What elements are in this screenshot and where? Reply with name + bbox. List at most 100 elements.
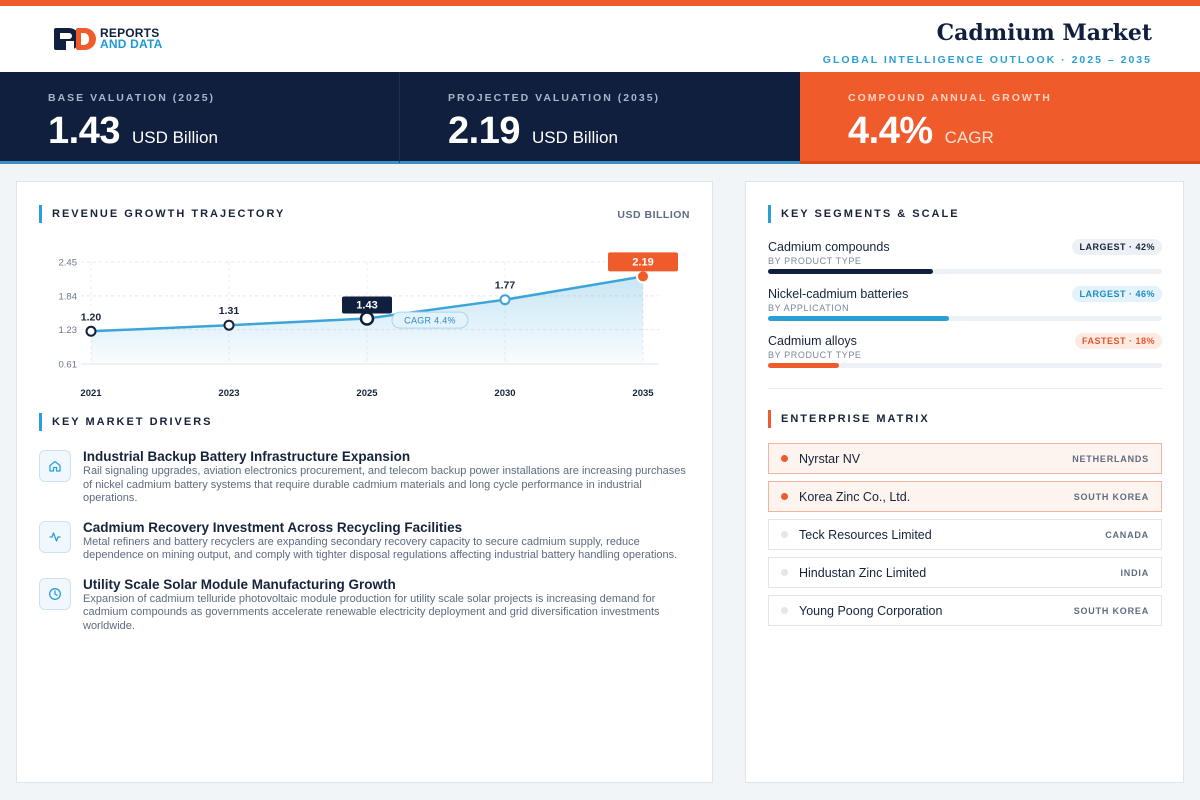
y-tick-label: 0.61	[59, 360, 78, 371]
driver-text: Metal refiners and battery recyclers are…	[83, 535, 678, 562]
kpi-unit: USD Billion	[131, 128, 218, 147]
revenue-card: REVENUE GROWTH TRAJECTORY USD BILLION 2.…	[16, 181, 713, 783]
segment-track	[768, 316, 1162, 321]
x-tick-label: 2021	[80, 388, 102, 399]
segment-category: BY APPLICATION	[768, 303, 850, 313]
drivers-section-title: KEY MARKET DRIVERS	[39, 413, 212, 431]
page-subtitle: GLOBAL INTELLIGENCE OUTLOOK · 2025 – 203…	[822, 54, 1152, 66]
company-country: CANADA	[1105, 529, 1149, 540]
kpi-strip: BASE VALUATION (2025) 1.43 USD Billion P…	[0, 72, 1200, 164]
status-dot-icon	[781, 455, 788, 462]
driver-item: Utility Scale Solar Module Manufacturing…	[39, 576, 694, 634]
cagr-annotation-label: CAGR 4.4%	[404, 316, 456, 326]
segment-category: BY PRODUCT TYPE	[768, 350, 862, 360]
y-tick-label: 1.84	[59, 291, 78, 302]
kpi-label: BASE VALUATION (2025)	[48, 92, 216, 104]
logo-text: REPORTS AND DATA	[100, 26, 163, 51]
page-title: Cadmium Market	[936, 20, 1152, 46]
status-dot-icon	[781, 607, 788, 614]
x-tick-label: 2030	[494, 388, 515, 399]
company-name: Young Poong Corporation	[799, 603, 943, 618]
segment-name: Nickel-cadmium batteries	[768, 287, 909, 301]
section-accent	[39, 413, 42, 431]
value-label-badge	[342, 296, 392, 314]
company-row[interactable]: Hindustan Zinc Limited INDIA	[768, 557, 1162, 588]
x-tick-label: 2025	[356, 388, 378, 399]
enterprise-matrix: Nyrstar NV NETHERLANDS Korea Zinc Co., L…	[768, 443, 1162, 633]
kpi-value: 4.4%	[848, 110, 933, 152]
status-dot-icon	[781, 531, 788, 538]
company-country: NETHERLANDS	[1072, 453, 1149, 464]
segment-item: Nickel-cadmium batteries BY APPLICATION …	[768, 286, 1162, 334]
home-icon	[39, 450, 71, 482]
kpi-label: PROJECTED VALUATION (2035)	[448, 92, 661, 104]
logo-mark-icon	[54, 28, 98, 50]
company-country: SOUTH KOREA	[1073, 491, 1149, 502]
activity-icon	[39, 520, 71, 553]
section-accent	[39, 205, 42, 223]
data-point	[636, 269, 650, 284]
driver-title: Cadmium Recovery Investment Across Recyc…	[83, 519, 463, 535]
header: REPORTS AND DATA Cadmium Market GLOBAL I…	[0, 6, 1200, 72]
company-name: Hindustan Zinc Limited	[799, 565, 927, 580]
section-title-text: KEY MARKET DRIVERS	[52, 416, 213, 428]
section-divider	[768, 388, 1162, 389]
segment-item: Cadmium compounds BY PRODUCT TYPE LARGES…	[768, 239, 1162, 287]
matrix-section-title: ENTERPRISE MATRIX	[768, 410, 930, 428]
segment-share-bar	[768, 363, 839, 368]
driver-title: Utility Scale Solar Module Manufacturing…	[83, 576, 396, 592]
company-row[interactable]: Young Poong Corporation SOUTH KOREA	[768, 595, 1162, 626]
section-accent	[768, 410, 771, 428]
segment-track	[768, 269, 1162, 274]
kpi-value: 1.43	[48, 110, 120, 152]
kpi-unit: CAGR	[944, 128, 994, 147]
value-label: 1.77	[495, 280, 516, 292]
segment-badge: LARGEST · 42%	[1072, 239, 1162, 255]
segment-track	[768, 363, 1162, 368]
logo-line-1: REPORTS	[100, 26, 160, 40]
segments-card: KEY SEGMENTS & SCALE Cadmium compounds B…	[745, 181, 1184, 783]
cagr-annotation-pill	[391, 311, 469, 329]
status-dot-icon	[781, 493, 788, 500]
chart-section-title: REVENUE GROWTH TRAJECTORY	[39, 205, 285, 223]
segments-section-title: KEY SEGMENTS & SCALE	[768, 205, 960, 223]
value-label: 1.43	[356, 300, 377, 312]
company-row[interactable]: Teck Resources Limited CANADA	[768, 519, 1162, 550]
segment-share-bar	[768, 269, 934, 274]
value-label-badge	[608, 252, 678, 272]
segment-badge: FASTEST · 18%	[1074, 333, 1162, 349]
drivers-list: Industrial Backup Battery Infrastructure…	[39, 448, 694, 646]
segments-list: Cadmium compounds BY PRODUCT TYPE LARGES…	[768, 239, 1162, 381]
driver-item: Industrial Backup Battery Infrastructure…	[39, 448, 694, 506]
brand-logo[interactable]: REPORTS AND DATA	[54, 26, 163, 51]
segment-name: Cadmium compounds	[768, 240, 890, 254]
segment-name: Cadmium alloys	[768, 334, 857, 348]
driver-item: Cadmium Recovery Investment Across Recyc…	[39, 519, 694, 563]
value-label: 2.19	[632, 256, 653, 268]
data-point	[499, 294, 511, 306]
data-point	[359, 311, 375, 326]
kpi-unit: USD Billion	[531, 128, 618, 147]
company-name: Korea Zinc Co., Ltd.	[799, 489, 911, 504]
y-tick-label: 2.45	[59, 258, 78, 269]
value-label: 1.31	[219, 305, 240, 317]
data-point	[85, 325, 97, 337]
logo-line-2: AND DATA	[100, 37, 163, 51]
data-point	[223, 319, 235, 331]
segment-category: BY PRODUCT TYPE	[768, 256, 862, 266]
company-row[interactable]: Nyrstar NV NETHERLANDS	[768, 443, 1162, 474]
driver-title: Industrial Backup Battery Infrastructure…	[83, 449, 411, 464]
section-title-text: REVENUE GROWTH TRAJECTORY	[52, 208, 286, 220]
kpi-base-valuation: BASE VALUATION (2025) 1.43 USD Billion	[0, 72, 400, 164]
kpi-cagr: COMPOUND ANNUAL GROWTH 4.4% CAGR	[800, 72, 1200, 164]
y-tick-label: 1.23	[59, 325, 78, 336]
segment-badge: LARGEST · 46%	[1072, 286, 1162, 302]
company-row[interactable]: Korea Zinc Co., Ltd. SOUTH KOREA	[768, 481, 1162, 512]
segment-share-bar	[768, 316, 950, 321]
section-title-text: ENTERPRISE MATRIX	[781, 413, 930, 425]
company-country: INDIA	[1120, 567, 1149, 578]
kpi-label: COMPOUND ANNUAL GROWTH	[848, 92, 1052, 104]
section-accent	[768, 205, 771, 223]
status-dot-icon	[781, 569, 788, 576]
driver-text: Expansion of cadmium telluride photovolt…	[83, 592, 660, 632]
